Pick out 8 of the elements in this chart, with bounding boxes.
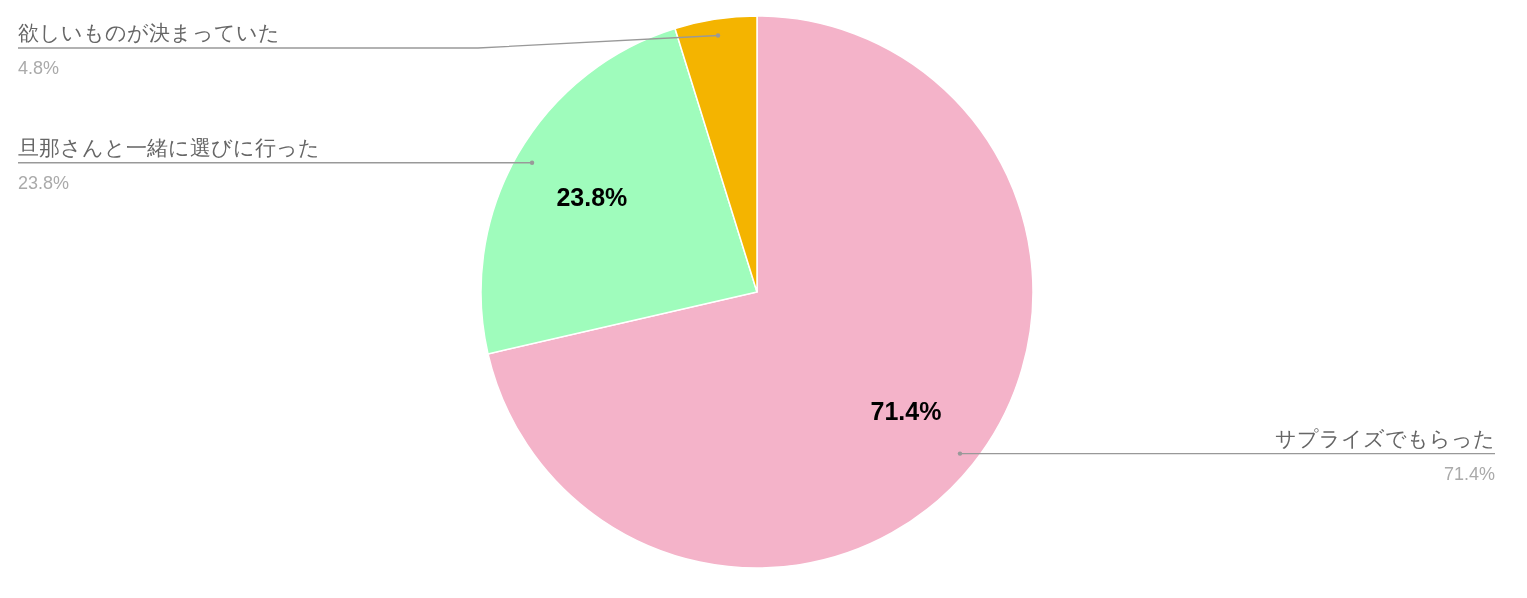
slice-label: 欲しいものが決まっていた bbox=[18, 21, 280, 44]
slice-label: サプライズでもらった bbox=[1275, 426, 1495, 450]
text: 23.8% bbox=[556, 183, 628, 212]
data-label: 23.8% bbox=[18, 172, 70, 193]
text: 71.4% bbox=[870, 396, 942, 425]
data-label: 71.4% bbox=[1443, 463, 1495, 484]
slice-label: 旦那さんと一緒に選びに行った bbox=[18, 135, 320, 159]
data-label: 4.8% bbox=[18, 58, 60, 78]
